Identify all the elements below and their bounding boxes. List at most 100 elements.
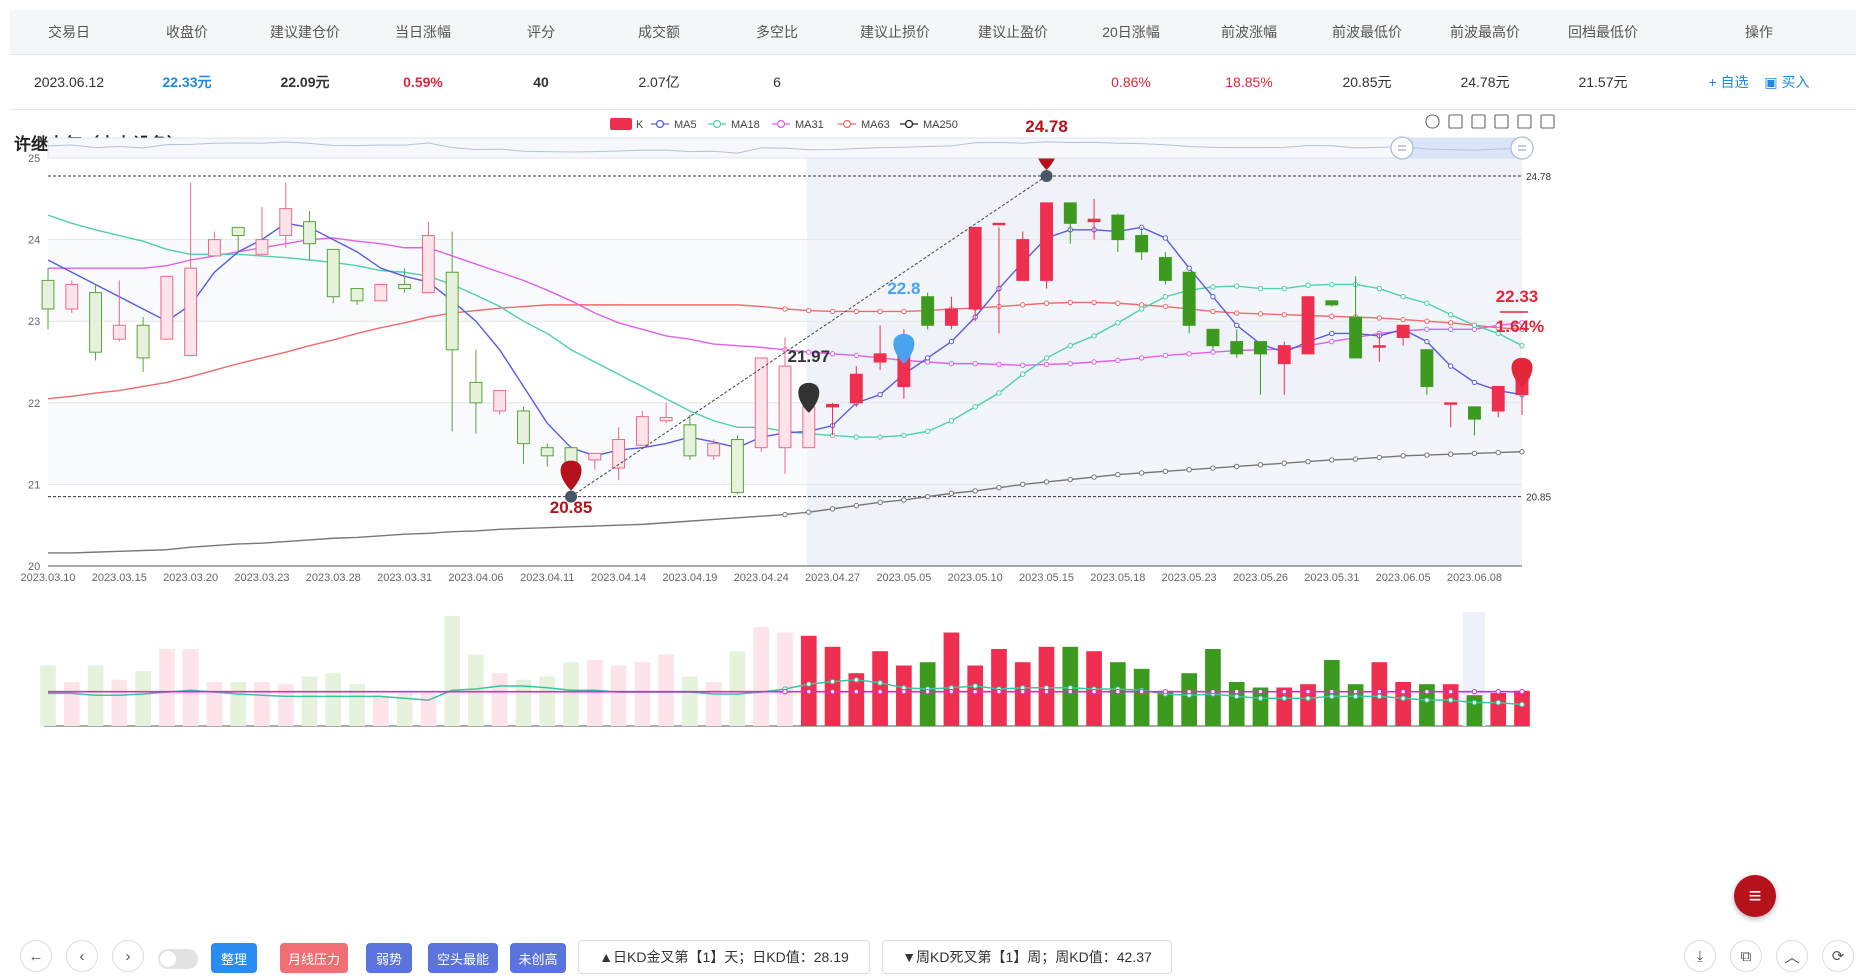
- volume-bar: [396, 693, 413, 726]
- next-button[interactable]: ›: [112, 940, 144, 972]
- ma250-point: [901, 497, 907, 503]
- add-watchlist-button[interactable]: + 自选: [1708, 74, 1749, 90]
- header-cell: 操作: [1745, 24, 1773, 40]
- copy-button[interactable]: ⧉: [1730, 940, 1762, 972]
- volume-ma-point: [1305, 695, 1311, 701]
- ma63-point: [1234, 310, 1240, 316]
- volume-ma2-point: [877, 688, 883, 695]
- x-tick-label: 2023.04.11: [520, 572, 574, 584]
- candle-body: [754, 357, 768, 449]
- ma18-point: [1020, 371, 1026, 377]
- ma63-point: [1067, 299, 1073, 306]
- ma18-point: [853, 434, 860, 440]
- volume-ma2-point: [1329, 688, 1335, 695]
- scroll-top-button[interactable]: ︿: [1776, 940, 1808, 972]
- x-tick-label: 2023.04.27: [805, 572, 860, 584]
- ma250-point: [1043, 479, 1050, 485]
- ma18-point: [877, 434, 883, 440]
- high-value-label: 24.78: [1025, 117, 1068, 136]
- ma18-point: [1115, 320, 1121, 326]
- prev-button[interactable]: ‹: [66, 940, 98, 972]
- volume-ma2-point: [1091, 688, 1097, 695]
- ma5-point: [1186, 265, 1192, 271]
- x-tick-label: 2023.03.15: [92, 572, 147, 584]
- high-point-dot: [1040, 169, 1053, 182]
- menu-fab-button[interactable]: ≡: [1734, 875, 1776, 917]
- ma31-point: [1020, 362, 1026, 368]
- ma250-point: [1186, 467, 1192, 473]
- candle-body: [659, 416, 673, 422]
- cell-chg20: 0.86%: [1111, 74, 1151, 90]
- volume-ma-point: [1471, 699, 1478, 706]
- y-tick-label: 25: [28, 153, 40, 165]
- x-tick-label: 2023.05.15: [1019, 572, 1074, 584]
- volume-bar: [444, 616, 461, 726]
- ma5-point: [1447, 363, 1454, 369]
- volume-ma-point: [1281, 695, 1287, 701]
- volume-bar: [610, 665, 627, 726]
- tag-button-5[interactable]: 未创高: [510, 943, 566, 973]
- volume-ma2-point: [996, 688, 1002, 695]
- tag-button-1[interactable]: 整理: [211, 943, 257, 973]
- trend-line: [570, 175, 1047, 498]
- volume-bar: [135, 671, 151, 726]
- chevron-left-icon: ‹: [79, 947, 85, 965]
- volume-bar: [1419, 684, 1435, 726]
- ma18-point: [1281, 285, 1287, 292]
- ma5-point: [1424, 338, 1430, 345]
- ma63-point: [1400, 316, 1406, 323]
- last-price-marker: [1511, 357, 1533, 388]
- last-price-marker-shape: [1511, 357, 1533, 388]
- volume-bar: [1395, 682, 1411, 726]
- volume-ma2-point: [1471, 688, 1478, 695]
- ma18-point: [924, 428, 931, 435]
- ma5-point: [1162, 235, 1169, 241]
- candle-body: [635, 416, 649, 446]
- download-button[interactable]: ⤓: [1684, 940, 1716, 972]
- restore-icon-shape: [1494, 114, 1509, 129]
- ma31-point: [1210, 349, 1216, 355]
- candle-body: [1063, 202, 1077, 224]
- first-page-button[interactable]: ←: [20, 940, 52, 972]
- ma250-point: [1329, 457, 1335, 463]
- volume-ma2-point: [1495, 688, 1501, 695]
- volume-bar: [563, 662, 579, 726]
- ma18-point: [901, 432, 907, 439]
- candle-body: [326, 248, 340, 298]
- refresh-button[interactable]: ⟳: [1822, 940, 1854, 972]
- volume-ma-point: [806, 681, 812, 687]
- tag-button-4[interactable]: 空头最能: [428, 943, 498, 973]
- zoom-selection-area: [807, 158, 1522, 566]
- candle-body: [1468, 406, 1481, 420]
- header-cell: 多空比: [756, 24, 798, 40]
- volume-ma-point: [1234, 693, 1240, 700]
- volume-ma-point: [1376, 693, 1383, 700]
- volume-bar: [277, 684, 294, 726]
- candle-body: [1230, 341, 1244, 355]
- candle-body: [1016, 239, 1030, 281]
- toggle-switch[interactable]: [158, 949, 198, 969]
- menu-icon: ≡: [1748, 883, 1762, 908]
- volume-bar: [491, 673, 508, 726]
- weekly-kd-info: ▼周KD死叉第【1】周；周KD值：42.37: [882, 940, 1172, 974]
- volume-bar: [967, 665, 984, 726]
- candle-body: [588, 452, 602, 461]
- ma250-point: [1376, 454, 1383, 461]
- ma250-point: [1257, 462, 1264, 468]
- tag-button-3[interactable]: 弱势: [366, 943, 412, 973]
- candle-body: [374, 283, 388, 302]
- volume-ma-point: [1329, 693, 1335, 700]
- blue-marker-shape: [893, 334, 915, 364]
- tag-button-2[interactable]: 月线压力: [280, 943, 348, 973]
- ma63-point: [806, 307, 812, 314]
- volume-bar: [372, 695, 389, 726]
- ma63-point: [1281, 311, 1287, 318]
- header-cell: 交易日: [48, 24, 90, 40]
- ma250-point: [1138, 470, 1145, 476]
- buy-button[interactable]: ▣ 买入: [1764, 74, 1809, 90]
- candle-body: [1040, 202, 1053, 281]
- volume-ma-point: [1519, 701, 1525, 708]
- zoom-slider-handle: [1390, 136, 1414, 160]
- volume-ma2-point: [1186, 688, 1192, 695]
- header-cell: 建议建仓价: [270, 24, 340, 40]
